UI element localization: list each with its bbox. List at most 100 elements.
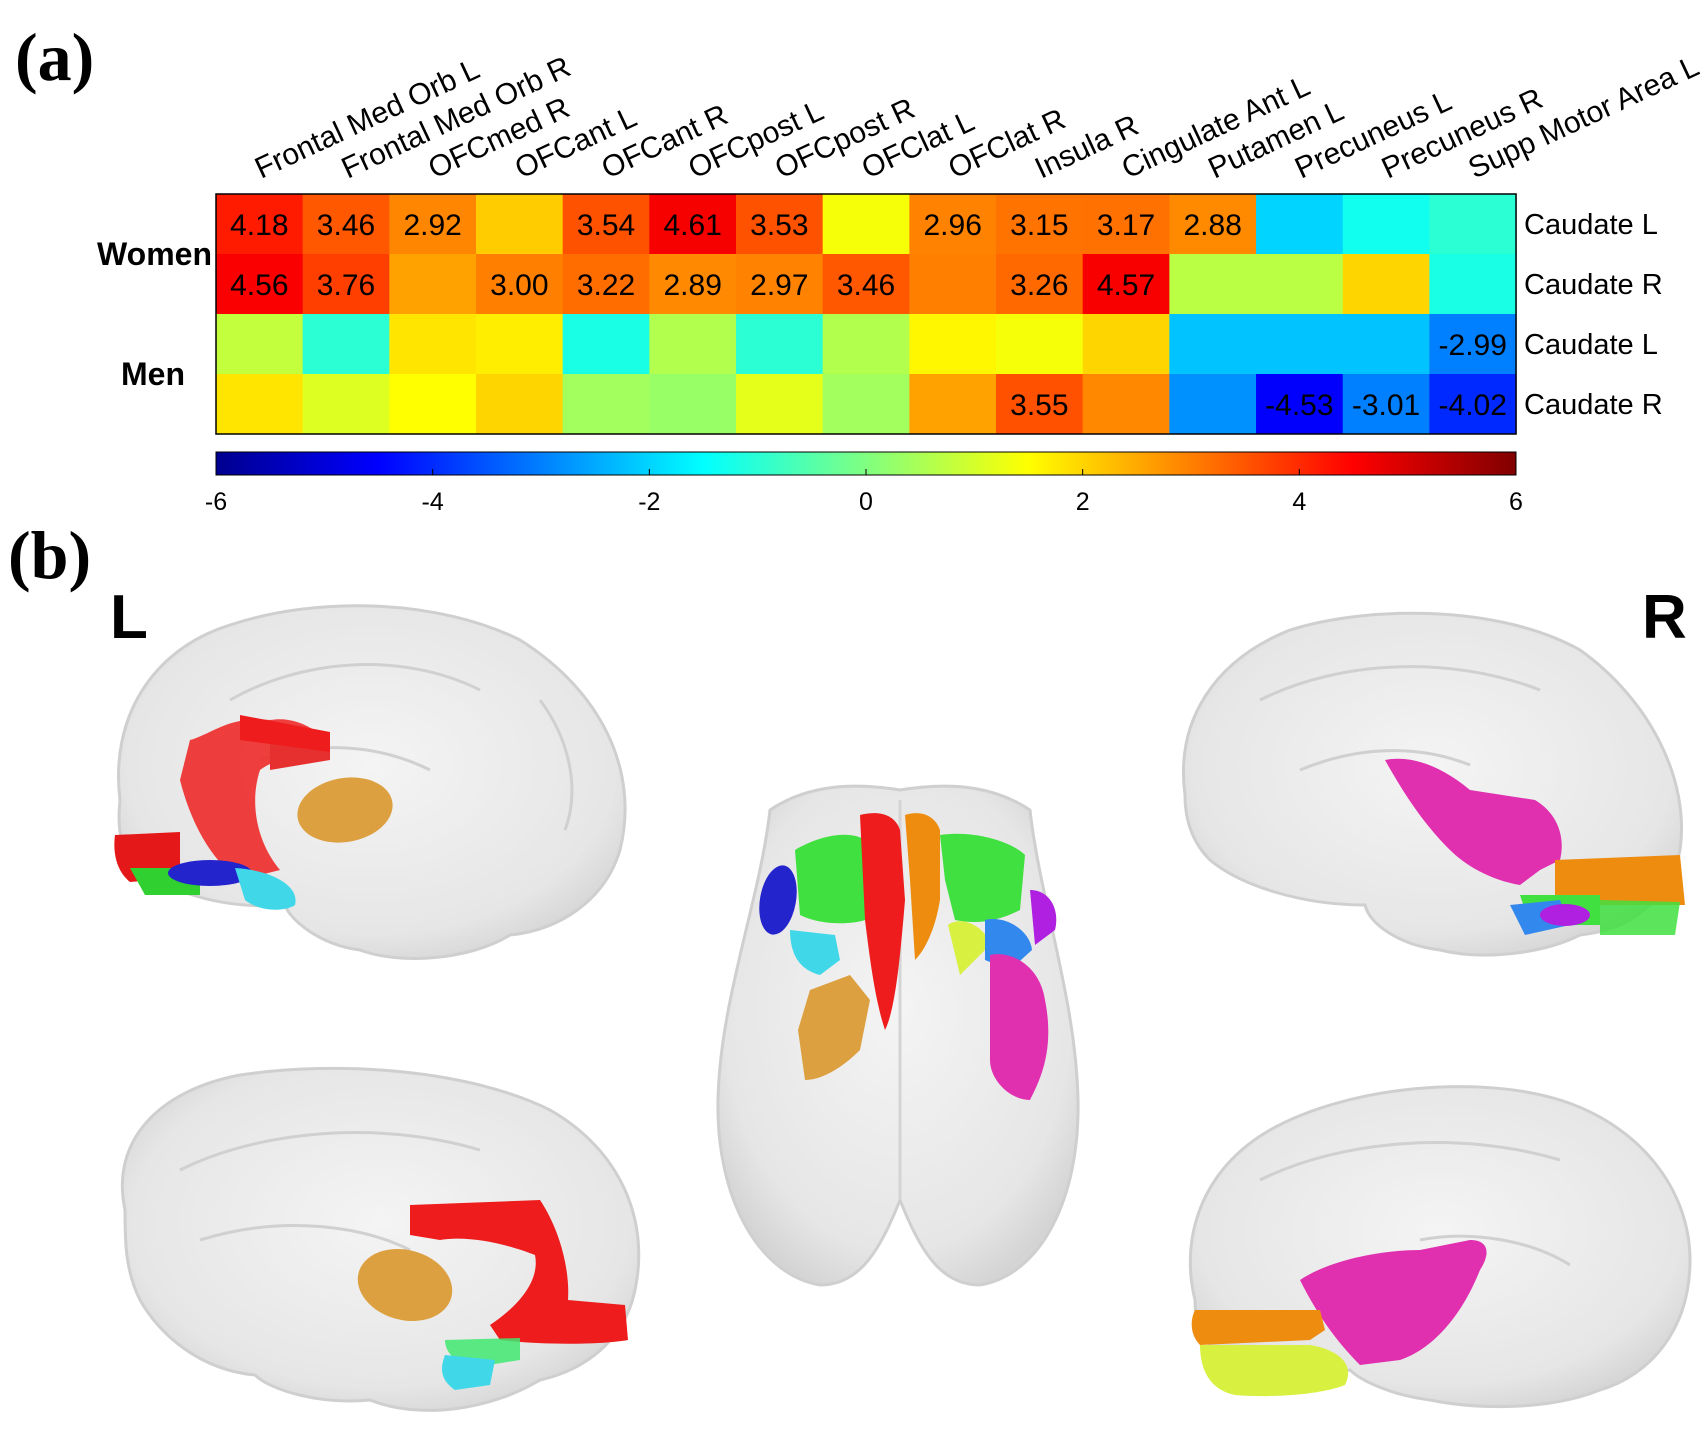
- heatmap-cell: [1342, 314, 1430, 375]
- heatmap-border: [215, 193, 1517, 435]
- heatmap-cell: [649, 374, 737, 435]
- heatmap-cell: [302, 194, 390, 255]
- heatmap-cell: [1429, 314, 1517, 375]
- cell-value-label: 4.18: [230, 209, 288, 242]
- heatmap: 4.18 3.46 2.92 3.54 4.61 3.53 2.96 3.15 3.17 2.88…: [215, 193, 1517, 435]
- cell-value-label: 3.17: [1097, 209, 1155, 242]
- heatmap-cell: [1342, 254, 1430, 315]
- colorbar-tick-label: 4: [1292, 488, 1306, 516]
- heatmap-cell: [562, 254, 650, 315]
- heatmap-cell: [1342, 194, 1430, 255]
- heatmap-cell: [389, 254, 477, 315]
- cell-value-label: 3.53: [750, 209, 808, 242]
- colorbar-tick-label: -2: [638, 488, 660, 516]
- heatmap-cell: [562, 314, 650, 375]
- cell-value-label: 3.26: [1010, 269, 1068, 302]
- brain-right-lateral-view: [1188, 1085, 1692, 1409]
- cell-value-label: 4.61: [663, 209, 721, 242]
- heatmap-cell: [1429, 374, 1517, 435]
- brain-right-medial-view: [1182, 611, 1685, 957]
- heatmap-cell: [1429, 254, 1517, 315]
- cell-value-label: 4.56: [230, 269, 288, 302]
- cell-value-label: 2.96: [923, 209, 981, 242]
- cell-value-label: 2.89: [663, 269, 721, 302]
- cell-value-label: 3.15: [1010, 209, 1068, 242]
- heatmap-cell: [302, 374, 390, 435]
- panel-b-label: (b): [8, 517, 91, 593]
- heatmap-cell: [302, 314, 390, 375]
- heatmap-cell: [216, 314, 304, 375]
- brain-left-lateral-view: [120, 1066, 641, 1412]
- cell-value-label: -3.01: [1352, 389, 1420, 422]
- heatmap-cell: [476, 314, 564, 375]
- heatmap-cell: [996, 374, 1084, 435]
- heatmap-cell: [1256, 314, 1344, 375]
- cell-value-label: 3.46: [837, 269, 895, 302]
- colorbar-tick-label: 6: [1509, 488, 1523, 516]
- cell-value-label: -4.02: [1439, 389, 1507, 422]
- heatmap-cell: [476, 254, 564, 315]
- heatmap-cell: [996, 254, 1084, 315]
- heatmap-cell: [1342, 374, 1430, 435]
- cell-value-label: 3.54: [577, 209, 635, 242]
- heatmap-cell: [562, 194, 650, 255]
- heatmap-cell: [822, 374, 910, 435]
- heatmap-cell: [909, 254, 997, 315]
- heatmap-cell: [216, 254, 304, 315]
- heatmap-cell: [736, 314, 824, 375]
- group-label: Women: [97, 236, 212, 272]
- row-label: Caudate R: [1524, 389, 1663, 421]
- row-label: Caudate L: [1524, 329, 1658, 361]
- cell-value-label: 3.46: [317, 209, 375, 242]
- colorbar-tick-label: 2: [1076, 488, 1090, 516]
- heatmap-cell: [1256, 374, 1344, 435]
- heatmap-cell: [822, 254, 910, 315]
- cell-value-label: -4.53: [1265, 389, 1333, 422]
- heatmap-cell: [736, 254, 824, 315]
- heatmap-cell: [302, 254, 390, 315]
- heatmap-cell: [389, 314, 477, 375]
- colorbar-ticks: -6 -4 -2 0 2 4 6: [205, 469, 1523, 516]
- heatmap-cell: [909, 374, 997, 435]
- heatmap-cell: [649, 254, 737, 315]
- cell-value-label: 2.88: [1184, 209, 1242, 242]
- heatmap-cell: [649, 314, 737, 375]
- row-label: Caudate L: [1524, 209, 1658, 241]
- heatmap-cell: [736, 374, 824, 435]
- heatmap-cell: [996, 194, 1084, 255]
- heatmap-cell: [909, 194, 997, 255]
- heatmap-cell: [1169, 194, 1257, 255]
- cell-value-label: 3.22: [577, 269, 635, 302]
- right-hemisphere-label: R: [1642, 583, 1687, 652]
- heatmap-cell: [389, 374, 477, 435]
- heatmap-cell: [909, 314, 997, 375]
- heatmap-cell: [1082, 374, 1170, 435]
- heatmap-cell: [476, 194, 564, 255]
- panel-a-label: (a): [15, 19, 94, 95]
- heatmap-cell: [1256, 194, 1344, 255]
- heatmap-cell: [1169, 254, 1257, 315]
- cell-value-label: 3.00: [490, 269, 548, 302]
- heatmap-cell: [1082, 254, 1170, 315]
- heatmap-cell: [736, 194, 824, 255]
- cell-value-label: 3.76: [317, 269, 375, 302]
- heatmap-cell: [1169, 314, 1257, 375]
- heatmap-cell: [822, 314, 910, 375]
- heatmap-cell: [1082, 314, 1170, 375]
- heatmap-cell: [1256, 254, 1344, 315]
- left-hemisphere-label: L: [110, 583, 148, 652]
- heatmap-cell: [216, 374, 304, 435]
- colorbar-tick-label: -6: [205, 488, 227, 516]
- cell-value-label: 2.97: [750, 269, 808, 302]
- group-labels: Women Men: [97, 236, 212, 392]
- heatmap-cell: [1429, 194, 1517, 255]
- group-label: Men: [121, 356, 185, 392]
- heatmap-cell: [822, 194, 910, 255]
- colorbar-tick-label: 0: [859, 488, 873, 516]
- heatmap-cell: [649, 194, 737, 255]
- brain-left-medial-view: [114, 604, 627, 960]
- heatmap-cell: [1082, 194, 1170, 255]
- heatmap-cell: [216, 194, 304, 255]
